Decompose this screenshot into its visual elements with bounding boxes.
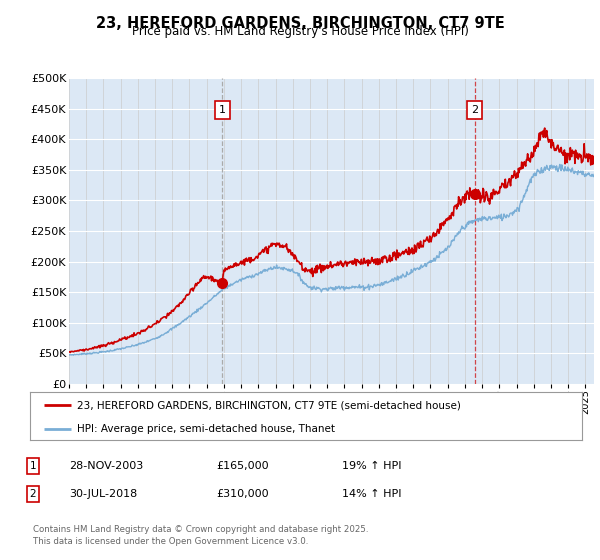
Text: 28-NOV-2003: 28-NOV-2003 bbox=[69, 461, 143, 471]
Text: 1: 1 bbox=[219, 105, 226, 115]
Text: 14% ↑ HPI: 14% ↑ HPI bbox=[342, 489, 401, 499]
Text: 19% ↑ HPI: 19% ↑ HPI bbox=[342, 461, 401, 471]
Text: 1: 1 bbox=[29, 461, 37, 471]
Text: Contains HM Land Registry data © Crown copyright and database right 2025.
This d: Contains HM Land Registry data © Crown c… bbox=[33, 525, 368, 546]
Text: £310,000: £310,000 bbox=[216, 489, 269, 499]
Text: 23, HEREFORD GARDENS, BIRCHINGTON, CT7 9TE (semi-detached house): 23, HEREFORD GARDENS, BIRCHINGTON, CT7 9… bbox=[77, 400, 461, 410]
Text: £165,000: £165,000 bbox=[216, 461, 269, 471]
Text: HPI: Average price, semi-detached house, Thanet: HPI: Average price, semi-detached house,… bbox=[77, 424, 335, 434]
Text: 23, HEREFORD GARDENS, BIRCHINGTON, CT7 9TE: 23, HEREFORD GARDENS, BIRCHINGTON, CT7 9… bbox=[95, 16, 505, 31]
Text: 30-JUL-2018: 30-JUL-2018 bbox=[69, 489, 137, 499]
Text: Price paid vs. HM Land Registry's House Price Index (HPI): Price paid vs. HM Land Registry's House … bbox=[131, 25, 469, 38]
Text: 2: 2 bbox=[29, 489, 37, 499]
Text: 2: 2 bbox=[472, 105, 478, 115]
